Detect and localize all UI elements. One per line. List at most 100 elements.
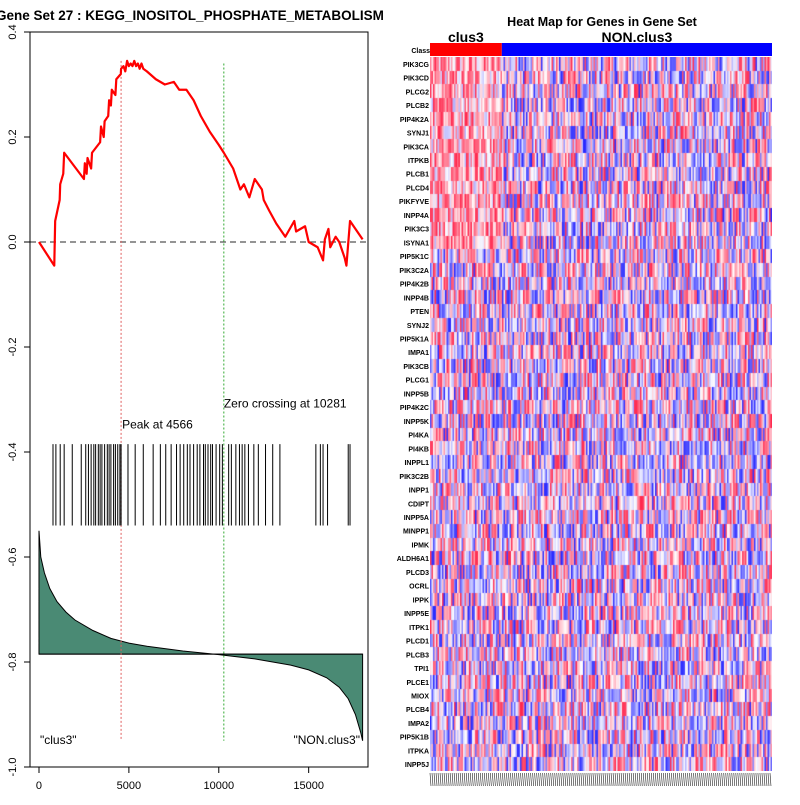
gene-label: INPP5K <box>404 419 429 426</box>
gene-label: PIP5K1A <box>400 337 429 344</box>
sample-label-mark <box>506 772 508 787</box>
sample-label-mark <box>620 772 623 787</box>
sample-label-mark <box>667 772 669 787</box>
gene-label: INPP4B <box>404 295 429 302</box>
sample-label-mark <box>560 772 563 787</box>
gene-label: PLCB4 <box>406 707 429 714</box>
y-tick-label: -0.2 <box>7 338 19 357</box>
sample-label-mark <box>606 772 609 787</box>
sample-label-mark <box>542 772 544 787</box>
sample-label-mark <box>471 772 474 787</box>
gene-label: PIK3CD <box>403 76 429 83</box>
sample-label-mark <box>628 772 631 787</box>
sample-label-mark <box>741 772 744 787</box>
sample-label-mark <box>522 772 524 787</box>
sample-label-mark <box>447 772 450 787</box>
sample-label-mark <box>534 772 536 787</box>
sample-label-mark <box>687 772 689 787</box>
sample-label-mark <box>492 772 494 787</box>
sample-label-mark <box>769 772 772 787</box>
sample-label-mark <box>618 772 621 787</box>
gene-label: PLCB2 <box>406 103 429 110</box>
gene-label: INPP5A <box>404 515 429 522</box>
sample-label-mark <box>502 772 504 787</box>
sample-label-mark <box>713 772 715 787</box>
sample-label-mark <box>429 772 432 787</box>
sample-label-mark <box>669 772 671 787</box>
sample-label-mark <box>644 772 647 787</box>
sample-label-mark <box>723 772 726 787</box>
sample-label-mark <box>510 772 512 787</box>
sample-label-mark <box>435 772 438 787</box>
gene-label: PIP5K1C <box>400 254 429 261</box>
sample-label-mark <box>512 772 514 787</box>
sample-label-mark <box>612 772 615 787</box>
gene-label: SYNJ2 <box>407 323 429 330</box>
heatmap-class-row-label: Class <box>411 48 430 55</box>
right-class-label: "NON.clus3" <box>293 733 360 747</box>
sample-label-mark <box>494 772 496 787</box>
gene-label: PIKFYVE <box>399 199 429 206</box>
gene-label: IMPA1 <box>408 350 429 357</box>
gene-label: PIP4K2A <box>400 117 429 124</box>
sample-label-mark <box>562 772 565 787</box>
sample-label-mark <box>751 772 754 787</box>
sample-label-mark <box>648 772 651 787</box>
sample-label-mark <box>504 772 506 787</box>
sample-label-mark <box>650 772 653 787</box>
sample-label-mark <box>572 772 575 787</box>
sample-label-mark <box>693 772 695 787</box>
gene-label: INPPL1 <box>404 460 429 467</box>
sample-label-mark <box>697 772 699 787</box>
sample-label-mark <box>596 772 599 787</box>
sample-label-mark <box>518 772 520 787</box>
gene-label: PLCB3 <box>406 652 429 659</box>
sample-label-mark <box>717 772 719 787</box>
sample-label-mark <box>689 772 691 787</box>
gene-label: PLCD4 <box>406 185 429 192</box>
sample-label-mark <box>490 772 492 787</box>
running-es-line <box>38 59 364 267</box>
sample-label-mark <box>707 772 709 787</box>
gene-label: MINPP1 <box>403 529 429 536</box>
sample-label-mark <box>665 772 667 787</box>
sample-label-mark <box>550 772 553 787</box>
sample-label-mark <box>475 772 478 787</box>
sample-label-mark <box>457 772 460 787</box>
sample-label-mark <box>520 772 522 787</box>
gene-label: PI4KA <box>408 433 429 440</box>
gene-label: PIK3C2A <box>399 268 429 275</box>
enrichment-plot-frame <box>29 31 369 768</box>
sample-label-mark <box>437 772 440 787</box>
peak-label: Peak at 4566 <box>122 417 193 431</box>
sample-label-mark <box>659 772 661 787</box>
running-es-layer <box>38 59 364 267</box>
sample-label-mark <box>759 772 762 787</box>
sample-label-mark <box>564 772 567 787</box>
sample-label-mark <box>516 772 518 787</box>
sample-label-mark <box>657 772 659 787</box>
enrichment-plot: Gene Set 27 : KEGG_INOSITOL_PHOSPHATE_ME… <box>0 8 384 792</box>
sample-label-mark <box>709 772 711 787</box>
gene-label: PLCD3 <box>406 570 429 577</box>
sample-label-mark <box>701 772 703 787</box>
y-tick-label: -0.8 <box>7 653 19 672</box>
x-axis: 0 5000 10000 15000 <box>36 767 324 792</box>
sample-label-mark <box>679 772 681 787</box>
gene-label: PTEN <box>410 309 429 316</box>
gene-label: PIP5K1B <box>400 735 429 742</box>
sample-label-mark <box>592 772 595 787</box>
sample-label-mark <box>737 772 740 787</box>
sample-label-mark <box>733 772 736 787</box>
sample-label-mark <box>455 772 458 787</box>
sample-label-mark <box>642 772 645 787</box>
sample-label-mark <box>484 772 486 787</box>
heatmap-gene-labels: PIK3CG PIK3CD PLCG2 PLCB2 PIP4K2A SYNJ1 PIK3CA… <box>397 62 430 769</box>
sample-label-mark <box>765 772 768 787</box>
sample-label-mark <box>453 772 456 787</box>
sample-label-mark <box>636 772 639 787</box>
gene-label: PIK3CB <box>403 364 429 371</box>
sample-label-mark <box>463 772 466 787</box>
sample-label-mark <box>739 772 742 787</box>
sample-label-mark <box>602 772 605 787</box>
